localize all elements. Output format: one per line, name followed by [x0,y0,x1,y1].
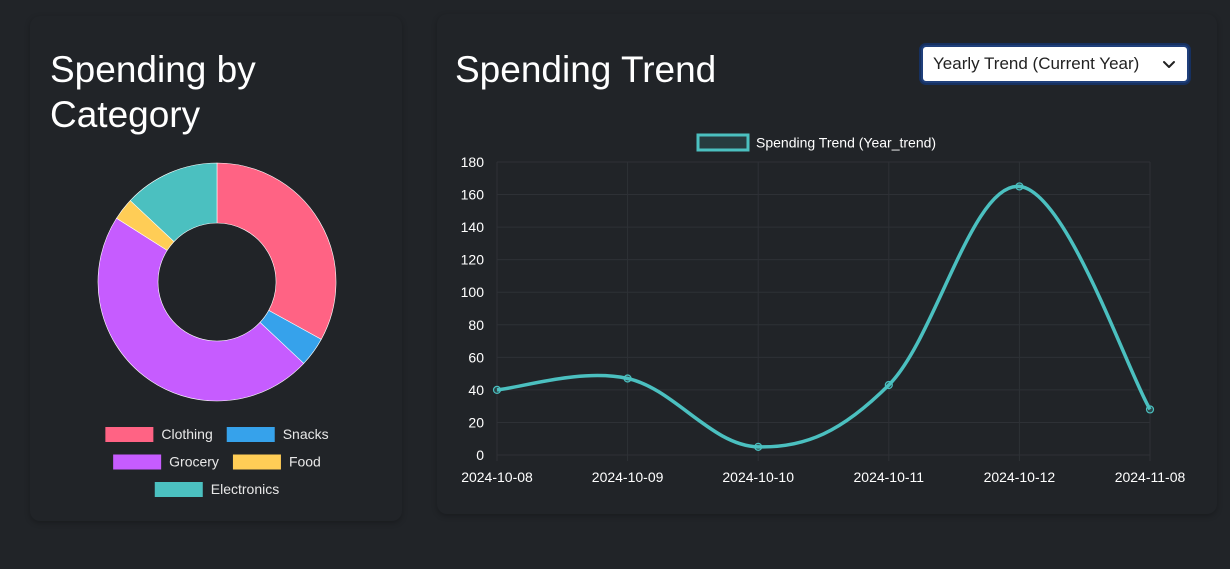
data-point[interactable] [1145,405,1155,414]
slice-grocery[interactable] [97,217,305,402]
legend-swatch-electronics [154,482,203,497]
category-card-title: Spending by Category [50,49,256,135]
y-tick-label: 100 [461,284,485,300]
data-point[interactable] [492,385,502,394]
y-tick-label: 180 [461,154,485,170]
trend-period-selected-value: Yearly Trend (Current Year) [933,54,1140,73]
category-doughnut-chart: Clothing Snacks Grocery Food Electronics [97,162,337,497]
series-line [496,184,1152,449]
y-tick-label: 120 [461,252,485,268]
legend-swatch-clothing [105,427,154,442]
legend-item-electronics[interactable]: Electronics [154,481,279,497]
y-tick-label: 40 [468,382,484,398]
x-tick-label: 2024-10-08 [461,469,533,485]
spending-trend-line-chart: 0 20 40 60 80 100 120 140 160 180 2024-10-08 2024-1… [461,133,1186,485]
data-point[interactable] [623,374,632,383]
legend-item-clothing[interactable]: Clothing [105,426,213,442]
slice-electronics[interactable] [129,162,218,243]
legend-label-grocery: Grocery [169,454,219,470]
x-tick-label: 2024-10-10 [722,469,794,485]
data-point[interactable] [754,442,763,451]
data-point[interactable] [884,380,893,390]
trend-period-select[interactable]: Yearly Trend (Current Year) [921,45,1189,83]
x-tick-label: 2024-11-08 [1115,469,1186,485]
y-tick-label: 80 [468,317,484,333]
y-tick-label: 160 [461,187,485,203]
trend-card-title: Spending Trend [455,49,717,90]
trend-card: Spending Trend Yearly Trend (Current Yea… [437,14,1217,514]
line-legend-swatch [696,133,750,152]
legend-swatch-grocery [113,454,162,470]
legend-label-electronics: Electronics [211,481,279,497]
legend-label-snacks: Snacks [283,426,329,442]
legend-swatch-food [232,454,281,470]
x-tick-label: 2024-10-12 [984,469,1056,485]
legend-label-clothing: Clothing [161,426,212,442]
x-tick-label: 2024-10-09 [592,469,664,485]
legend-label-food: Food [289,454,321,470]
category-card: Spending by Category Clothing Snacks Groce… [30,16,402,521]
data-point[interactable] [1015,182,1024,191]
legend-swatch-snacks [226,427,275,442]
slice-clothing[interactable] [216,162,337,340]
legend-item-grocery[interactable]: Grocery [113,454,219,470]
y-tick-label: 20 [468,414,484,430]
legend-item-food[interactable]: Food [232,454,321,470]
line-legend-item[interactable]: Spending Trend (Year_trend) [696,133,936,152]
grid-lines [496,161,1151,461]
y-tick-label: 0 [476,447,484,463]
y-tick-label: 60 [468,349,484,365]
legend-item-snacks[interactable]: Snacks [226,426,329,442]
y-tick-label: 140 [461,219,485,235]
x-tick-label: 2024-10-11 [854,469,925,485]
line-legend-label: Spending Trend (Year_trend) [756,135,936,151]
chevron-down-icon [1163,61,1175,68]
